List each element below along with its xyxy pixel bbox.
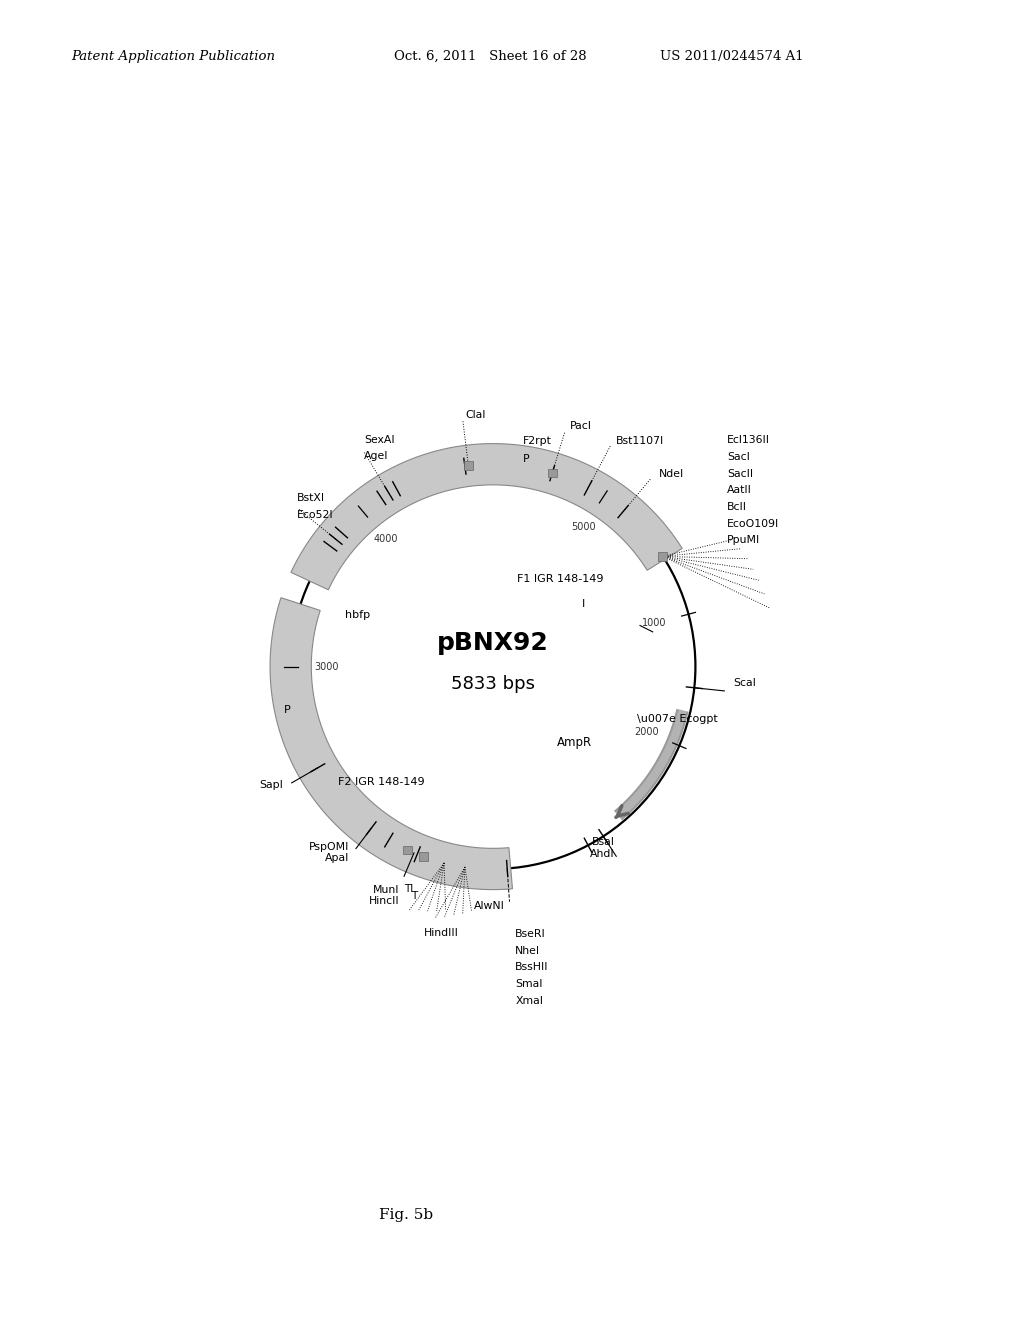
Text: P: P <box>523 454 529 463</box>
Text: SacII: SacII <box>727 469 754 479</box>
Bar <box>658 552 668 561</box>
Text: 5833 bps: 5833 bps <box>451 675 536 693</box>
Text: 1000: 1000 <box>642 619 667 628</box>
Text: PspOMI
ApaI: PspOMI ApaI <box>309 842 349 863</box>
Text: ScaI: ScaI <box>733 677 756 688</box>
Polygon shape <box>291 444 682 590</box>
Text: F1 IGR 148-149: F1 IGR 148-149 <box>517 574 603 585</box>
Text: AatII: AatII <box>727 486 752 495</box>
Text: Eco52I: Eco52I <box>297 510 334 520</box>
Bar <box>464 462 473 470</box>
Text: 5000: 5000 <box>571 521 596 532</box>
Bar <box>403 846 412 854</box>
Text: PacI: PacI <box>569 421 592 432</box>
Text: 3000: 3000 <box>314 661 339 672</box>
Text: I: I <box>582 599 585 610</box>
Text: Oct. 6, 2011   Sheet 16 of 28: Oct. 6, 2011 Sheet 16 of 28 <box>394 50 587 63</box>
Text: T: T <box>412 891 418 900</box>
Text: XmaI: XmaI <box>515 995 544 1006</box>
Text: Patent Application Publication: Patent Application Publication <box>72 50 275 63</box>
Polygon shape <box>270 598 512 890</box>
Text: SexAI: SexAI <box>365 434 395 445</box>
Text: AmpR: AmpR <box>557 737 592 748</box>
Text: F2 IGR 148-149: F2 IGR 148-149 <box>338 776 425 787</box>
Text: AlwNI: AlwNI <box>474 902 505 912</box>
Text: SapI: SapI <box>260 780 284 791</box>
Text: Ecl136II: Ecl136II <box>727 436 770 445</box>
Text: SmaI: SmaI <box>515 979 543 989</box>
Text: P: P <box>284 705 291 714</box>
Text: NheI: NheI <box>515 945 541 956</box>
Text: TI: TI <box>403 884 413 894</box>
Text: MunI
HincII: MunI HincII <box>369 884 399 906</box>
Text: 4000: 4000 <box>374 533 398 544</box>
Text: BsaI
AhdI: BsaI AhdI <box>590 837 614 859</box>
Text: F2rpt: F2rpt <box>523 436 552 446</box>
Text: SacI: SacI <box>727 451 750 462</box>
Text: BssHII: BssHII <box>515 962 549 973</box>
Text: BcII: BcII <box>727 502 748 512</box>
Text: BseRI: BseRI <box>515 929 546 939</box>
Text: ClaI: ClaI <box>465 409 485 420</box>
Text: PpuMI: PpuMI <box>727 536 761 545</box>
Text: HindIII: HindIII <box>423 928 459 939</box>
Text: NdeI: NdeI <box>658 469 684 479</box>
Text: 2000: 2000 <box>634 727 658 737</box>
Text: hbfp: hbfp <box>345 610 371 620</box>
Bar <box>420 853 428 861</box>
Text: Fig. 5b: Fig. 5b <box>379 1208 433 1222</box>
Text: BstXI: BstXI <box>297 494 326 503</box>
Text: Bst1107I: Bst1107I <box>616 436 665 446</box>
Text: \u007e Ecogpt: \u007e Ecogpt <box>637 714 718 725</box>
Text: pBNX92: pBNX92 <box>437 631 549 655</box>
Text: AgeI: AgeI <box>365 451 389 462</box>
Bar <box>548 469 557 478</box>
Text: EcoO109I: EcoO109I <box>727 519 779 529</box>
Text: US 2011/0244574 A1: US 2011/0244574 A1 <box>660 50 804 63</box>
